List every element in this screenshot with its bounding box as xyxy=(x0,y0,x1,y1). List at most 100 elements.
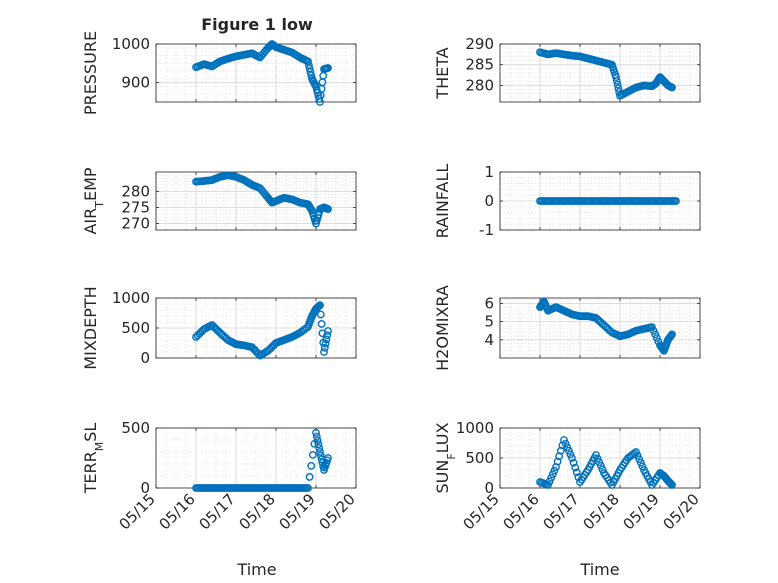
data-point xyxy=(564,446,573,455)
data-point xyxy=(651,330,660,339)
data-point xyxy=(632,448,640,456)
y-tick-label: 5 xyxy=(484,313,494,331)
data-point xyxy=(652,334,661,342)
data-point xyxy=(668,481,676,489)
data-point xyxy=(633,451,642,460)
data-point xyxy=(323,331,332,340)
axes-box xyxy=(155,427,357,489)
y-tick-label: 280 xyxy=(121,182,150,200)
y-tick-label: 900 xyxy=(121,74,150,92)
data-point xyxy=(313,436,322,445)
y-tick-label: 500 xyxy=(465,449,494,467)
x-tick-label: 05/16 xyxy=(500,490,543,533)
data-point xyxy=(312,428,320,437)
data-point xyxy=(308,450,317,459)
data-point xyxy=(572,468,581,477)
data-point xyxy=(305,473,314,481)
x-tick-label: 05/18 xyxy=(236,490,279,533)
subplot-5: 0 500 1000 MIXDEPTH xyxy=(81,286,357,370)
x-tick-label: 05/15 xyxy=(116,490,159,533)
y-tick-label: 0 xyxy=(140,349,150,367)
data-point xyxy=(612,73,620,82)
data-point xyxy=(324,205,332,213)
y-tick-label: 1 xyxy=(484,163,494,181)
y-axis-label: MIXDEPTH xyxy=(81,286,100,369)
data-point xyxy=(635,455,644,464)
x-tick-label: 05/18 xyxy=(580,490,623,533)
y-tick-label: 500 xyxy=(121,319,150,337)
data-point xyxy=(566,450,575,459)
data-point xyxy=(307,462,316,470)
data-point xyxy=(649,326,658,335)
y-axis-label: TERRMSL xyxy=(81,423,106,495)
data-point xyxy=(312,432,321,441)
data-point xyxy=(593,454,602,463)
axes-box xyxy=(155,171,357,231)
subplot-4: -1 0 1 RAINFALL xyxy=(433,163,701,239)
data-point xyxy=(613,80,622,89)
data-point xyxy=(648,323,656,331)
x-tick-label: 05/17 xyxy=(540,490,583,533)
y-tick-label: 4 xyxy=(484,331,494,349)
y-tick-label: 1000 xyxy=(112,35,150,53)
data-point xyxy=(305,64,314,73)
y-tick-label: 0 xyxy=(140,479,150,497)
x-axis-label-left: Time xyxy=(236,560,276,579)
data-point xyxy=(561,439,570,448)
data-point xyxy=(322,335,331,344)
data-point xyxy=(304,484,312,492)
data-point xyxy=(548,470,557,479)
y-tick-label: 0 xyxy=(484,192,494,210)
y-axis-label: PRESSURE xyxy=(81,31,100,115)
data-point xyxy=(319,71,328,80)
subplot-6: 456 H2OMIXRA xyxy=(433,285,701,371)
x-tick-label: 05/19 xyxy=(276,490,319,533)
y-axis-label: AIRTEMP xyxy=(81,167,106,234)
axes-box xyxy=(499,43,701,103)
y-axis-label: THETA xyxy=(433,47,452,99)
data-point xyxy=(550,466,559,475)
x-tick-label: 05/20 xyxy=(660,490,703,533)
y-tick-label: 280 xyxy=(465,76,494,94)
data-point xyxy=(316,301,324,310)
data-point xyxy=(592,451,600,459)
data-point xyxy=(598,465,607,474)
x-tick-label: 05/17 xyxy=(196,490,239,533)
data-point xyxy=(672,197,680,205)
y-tick-label: 1000 xyxy=(112,289,150,307)
data-point xyxy=(316,451,325,460)
x-axis-label-right: Time xyxy=(579,560,619,579)
y-axis-label: H2OMIXRA xyxy=(433,285,452,371)
data-point xyxy=(638,462,647,471)
data-point xyxy=(666,479,675,488)
data-point xyxy=(304,60,313,69)
data-point xyxy=(320,348,328,356)
data-point xyxy=(304,57,312,66)
x-tick-label: 05/15 xyxy=(460,490,503,533)
data-point xyxy=(612,76,621,85)
y-tick-label: 1000 xyxy=(456,419,494,437)
data-point xyxy=(668,330,676,339)
y-tick-label: 270 xyxy=(121,215,150,233)
figure-title: Figure 1 low xyxy=(201,15,313,34)
data-point xyxy=(560,436,568,444)
data-point xyxy=(324,454,332,462)
y-tick-label: 6 xyxy=(484,294,494,312)
y-tick-label: 290 xyxy=(465,35,494,53)
data-point xyxy=(547,473,556,482)
data-point xyxy=(307,71,316,80)
axes-box xyxy=(155,43,357,103)
data-point xyxy=(324,64,332,72)
y-tick-label: -1 xyxy=(479,221,494,239)
data-point xyxy=(314,440,323,449)
data-point xyxy=(595,458,604,467)
y-tick-label: 275 xyxy=(121,198,150,216)
data-point xyxy=(316,310,325,319)
x-tick-label: 05/20 xyxy=(316,490,359,533)
y-tick-label: 285 xyxy=(465,56,494,74)
data-point xyxy=(563,443,572,452)
data-point xyxy=(571,463,580,472)
